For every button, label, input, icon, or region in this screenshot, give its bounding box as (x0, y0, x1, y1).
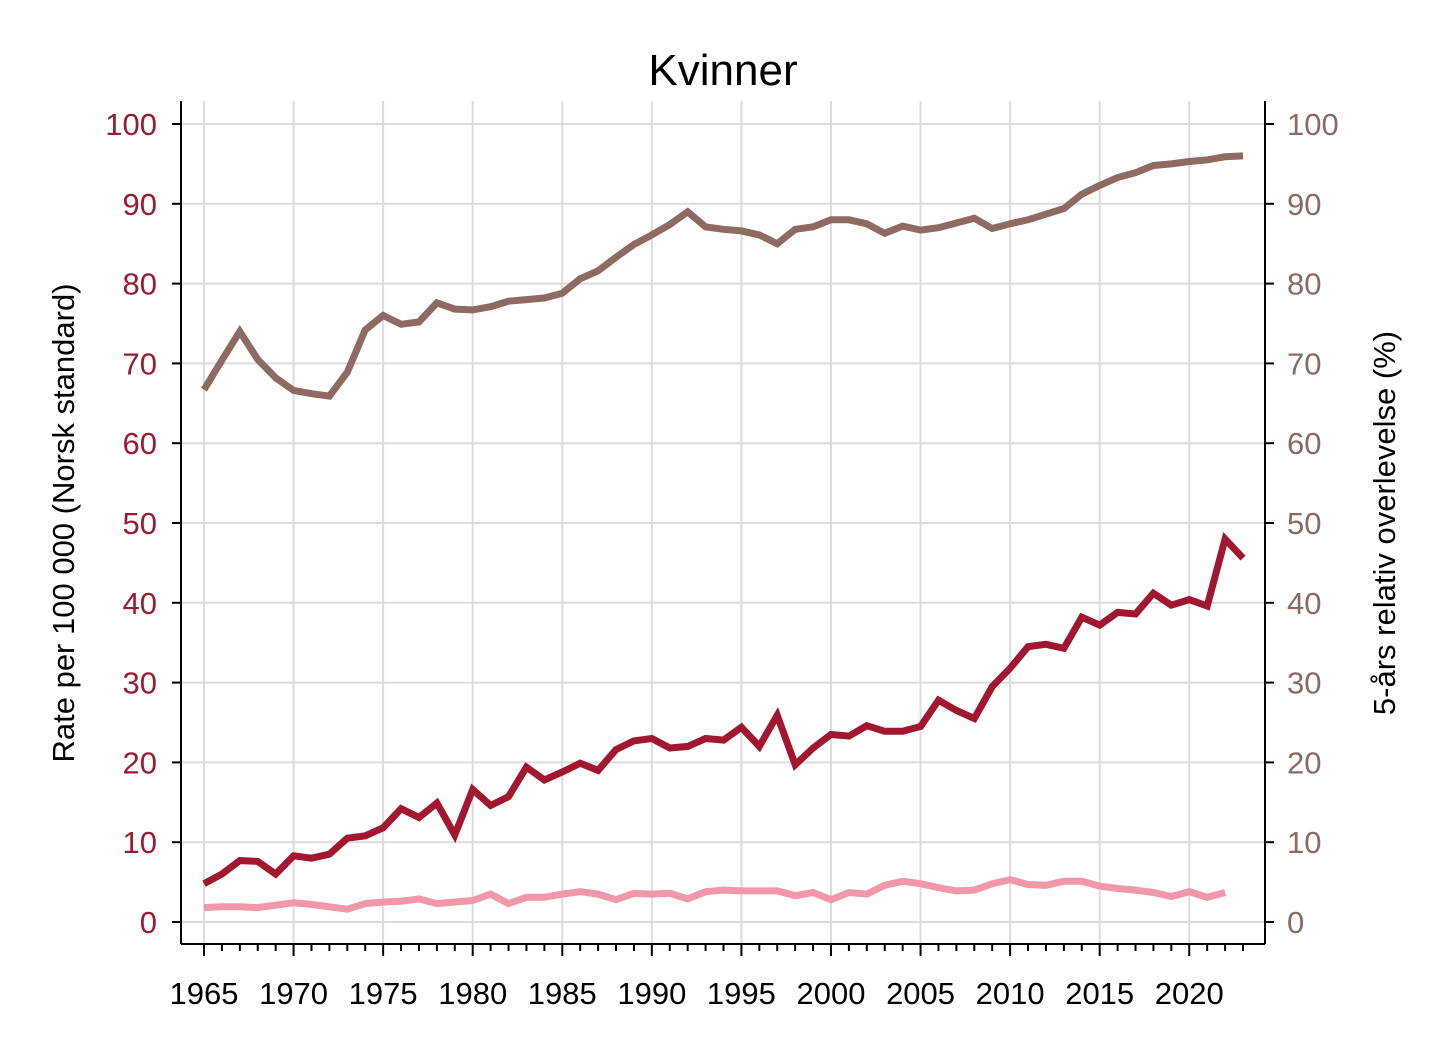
y-tick-label-right: 30 (1287, 666, 1321, 701)
y-axis-label-right: 5-års relativ overlevelse (%) (1367, 331, 1402, 715)
y-tick-label-left: 100 (105, 107, 157, 142)
y-tick-label-left: 20 (123, 745, 157, 780)
y-tick-label-right: 90 (1287, 187, 1321, 222)
y-tick-label-left: 40 (123, 586, 157, 621)
x-tick-label: 1965 (170, 976, 239, 1011)
x-tick-label: 1975 (349, 976, 418, 1011)
y-tick-label-left: 80 (123, 267, 157, 302)
x-tick-label: 1995 (707, 976, 776, 1011)
y-tick-label-left: 60 (123, 426, 157, 461)
x-tick-label: 1980 (438, 976, 507, 1011)
x-tick-label: 1970 (259, 976, 328, 1011)
y-axis-label-left: Rate per 100 000 (Norsk standard) (46, 283, 81, 762)
y-tick-label-right: 60 (1287, 426, 1321, 461)
x-tick-label: 2015 (1065, 976, 1134, 1011)
y-tick-label-left: 50 (123, 506, 157, 541)
gridlines (181, 101, 1265, 944)
y-tick-label-left: 0 (140, 905, 157, 940)
x-tick-label: 2010 (976, 976, 1045, 1011)
y-tick-label-right: 10 (1287, 825, 1321, 860)
y-tick-label-left: 10 (123, 825, 157, 860)
y-tick-label-left: 70 (123, 346, 157, 381)
y-tick-label-right: 20 (1287, 745, 1321, 780)
y-tick-label-right: 80 (1287, 267, 1321, 302)
y-tick-label-right: 100 (1287, 107, 1339, 142)
chart-title: Kvinner (648, 46, 797, 95)
x-tick-label: 2005 (886, 976, 955, 1011)
series-line-3 (203, 876, 1227, 913)
x-tick-label: 2000 (796, 976, 865, 1011)
x-tick-label: 2020 (1155, 976, 1224, 1011)
y-tick-label-left: 30 (123, 666, 157, 701)
y-tick-label-left: 90 (123, 187, 157, 222)
series-line-2 (202, 532, 1246, 887)
y-tick-label-right: 40 (1287, 586, 1321, 621)
series-lines (201, 152, 1246, 913)
series-line-1 (201, 152, 1244, 400)
y-tick-label-right: 50 (1287, 506, 1321, 541)
y-tick-label-right: 70 (1287, 346, 1321, 381)
y-tick-label-right: 0 (1287, 905, 1304, 940)
x-tick-label: 1990 (617, 976, 686, 1011)
x-tick-label: 1985 (528, 976, 597, 1011)
